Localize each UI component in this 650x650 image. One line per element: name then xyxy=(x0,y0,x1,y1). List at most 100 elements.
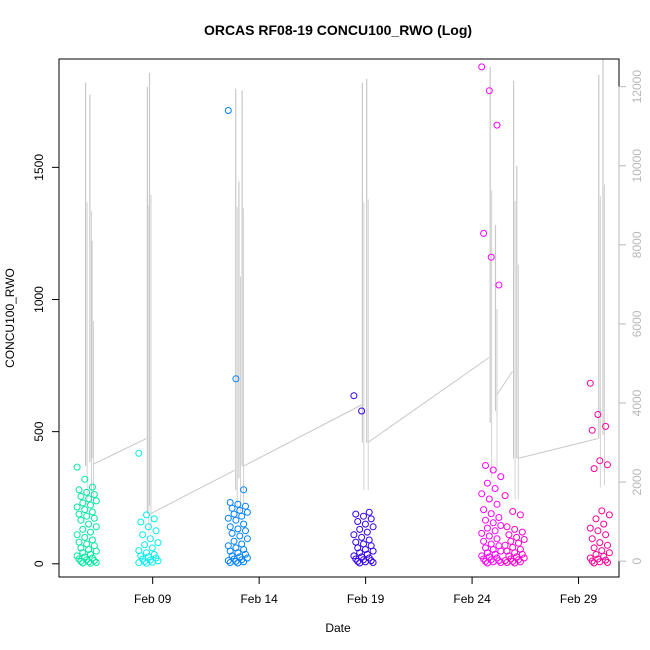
data-point xyxy=(154,539,162,547)
data-point xyxy=(501,541,509,549)
y2-tick-label: 2000 xyxy=(630,468,644,495)
data-point xyxy=(485,87,493,95)
data-point xyxy=(600,552,608,560)
x-tick-label: Feb 19 xyxy=(347,592,385,606)
data-point xyxy=(234,549,242,557)
data-point xyxy=(493,500,501,508)
data-point xyxy=(478,63,486,71)
data-point xyxy=(242,502,249,510)
data-point xyxy=(480,229,488,237)
line-connector xyxy=(517,438,598,459)
data-point xyxy=(483,479,491,487)
data-point xyxy=(79,499,87,507)
data-point xyxy=(482,516,489,524)
data-point xyxy=(224,107,232,114)
data-point xyxy=(146,535,154,543)
data-point xyxy=(73,531,81,539)
data-point xyxy=(232,516,240,524)
data-point xyxy=(350,392,358,400)
data-point xyxy=(480,506,488,514)
y-tick-label: 0 xyxy=(32,560,46,567)
data-point xyxy=(143,559,150,567)
data-point xyxy=(75,486,83,494)
data-point xyxy=(363,528,371,536)
data-point xyxy=(478,490,486,498)
data-point xyxy=(594,527,602,535)
data-point xyxy=(356,549,364,557)
data-point xyxy=(352,510,360,518)
data-point xyxy=(518,528,526,536)
line-series-layer xyxy=(84,59,605,533)
x-tick-label: Feb 09 xyxy=(134,592,172,606)
data-point xyxy=(365,508,373,516)
data-point xyxy=(605,511,613,519)
data-point xyxy=(590,559,598,567)
data-point xyxy=(90,491,98,498)
data-point xyxy=(234,525,242,533)
data-point xyxy=(596,457,604,465)
data-point xyxy=(83,488,91,496)
data-point xyxy=(144,523,152,531)
data-point xyxy=(596,539,604,547)
data-point xyxy=(135,559,143,567)
data-point xyxy=(234,500,242,508)
line-connector xyxy=(367,357,490,444)
data-point xyxy=(240,520,248,528)
data-point xyxy=(79,525,87,533)
data-point xyxy=(228,504,236,512)
data-point xyxy=(240,546,248,553)
y2-tick-label: 8000 xyxy=(630,231,644,258)
data-point xyxy=(363,550,371,558)
data-point xyxy=(87,559,94,567)
data-point xyxy=(482,462,489,469)
y-tick-label: 500 xyxy=(32,421,46,441)
data-point xyxy=(497,473,505,481)
x-axis: Feb 09 Feb 14 Feb 19 Feb 24 Feb 29 xyxy=(134,576,598,606)
data-point xyxy=(598,507,606,515)
data-point xyxy=(81,475,89,483)
data-point xyxy=(497,547,505,555)
data-point xyxy=(478,529,486,537)
data-point xyxy=(365,536,373,544)
data-point xyxy=(230,537,238,545)
data-point xyxy=(150,551,158,558)
data-point xyxy=(507,537,515,545)
data-point xyxy=(148,544,156,552)
data-point xyxy=(139,531,147,539)
data-point xyxy=(137,518,145,526)
line-connector xyxy=(150,469,235,515)
y2-tick-label: 6000 xyxy=(630,310,644,337)
data-point xyxy=(85,520,93,528)
data-point xyxy=(586,524,594,532)
data-point xyxy=(228,529,236,537)
data-point xyxy=(75,538,83,546)
data-point xyxy=(604,541,611,549)
data-point xyxy=(493,535,501,543)
data-point xyxy=(361,520,369,528)
data-point xyxy=(588,557,596,565)
data-point xyxy=(352,538,360,546)
data-point xyxy=(243,554,251,562)
data-point xyxy=(224,557,232,565)
data-point xyxy=(482,544,489,552)
data-point xyxy=(493,121,501,129)
data-point xyxy=(586,379,594,387)
x-tick-label: Feb 14 xyxy=(240,592,278,606)
data-point xyxy=(520,554,528,562)
data-point xyxy=(77,544,85,552)
data-point xyxy=(501,557,509,565)
data-point xyxy=(367,515,375,523)
points-layer xyxy=(73,63,613,567)
data-point xyxy=(491,485,499,492)
data-point xyxy=(77,557,85,565)
data-point xyxy=(236,532,244,540)
data-point xyxy=(92,547,100,555)
data-point xyxy=(224,514,232,522)
data-point xyxy=(350,531,358,539)
data-point xyxy=(489,466,497,474)
data-point xyxy=(88,483,96,491)
data-point xyxy=(77,516,85,524)
data-point xyxy=(483,549,491,557)
data-point xyxy=(515,539,522,547)
